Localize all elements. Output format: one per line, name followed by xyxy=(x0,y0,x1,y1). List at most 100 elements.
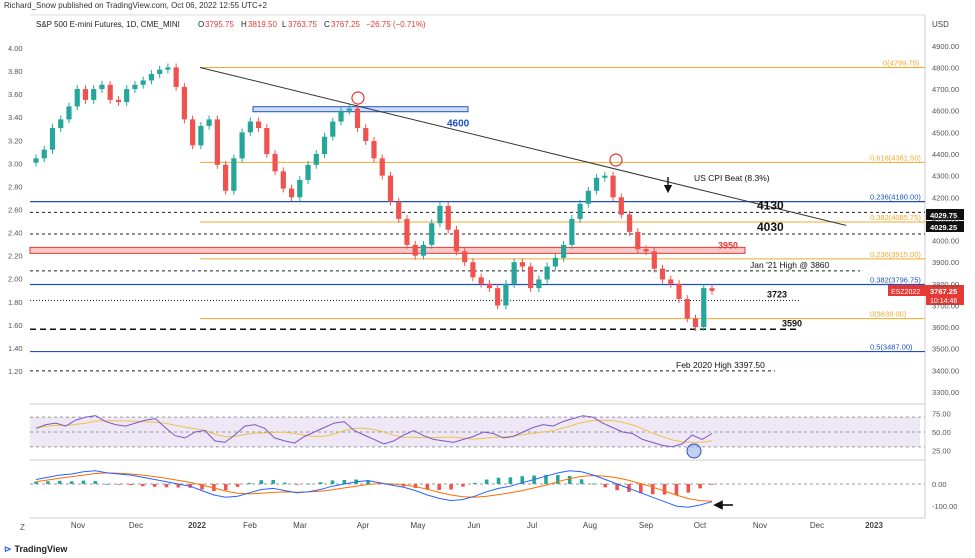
macd-histogram-bar xyxy=(567,475,572,484)
y-tick-label: 3900.00 xyxy=(932,258,959,267)
x-tick-label: Apr xyxy=(357,521,370,530)
macd-histogram-bar xyxy=(34,481,38,484)
candle-body xyxy=(561,244,567,258)
macd-histogram-bar xyxy=(223,483,228,491)
price-tag-label: 4029.25 xyxy=(930,223,957,232)
left-tick-label: 3.40 xyxy=(8,113,23,122)
candle-body xyxy=(239,132,245,159)
candles-group xyxy=(33,63,715,331)
level-label: 3950 xyxy=(718,240,738,250)
macd-tick: -100.00 xyxy=(932,502,957,511)
macd-histogram-bar xyxy=(615,483,619,491)
candle-body xyxy=(371,141,377,159)
macd-histogram-bar xyxy=(366,480,370,484)
macd-histogram-bar xyxy=(662,483,667,495)
candle-body xyxy=(585,190,591,204)
x-tick-label: Jul xyxy=(527,521,537,530)
candle-body xyxy=(206,119,212,126)
candle-body xyxy=(74,89,80,107)
candle-body xyxy=(511,262,517,284)
left-tick-label: 3.60 xyxy=(8,90,23,99)
candle-body xyxy=(124,89,130,103)
y-tick-label: 4000.00 xyxy=(932,237,959,246)
macd-group: 0.00 -100.00 xyxy=(30,470,957,511)
candle-body xyxy=(404,218,410,245)
left-tick-label: 3.80 xyxy=(8,67,23,76)
y-tick-label: 4700.00 xyxy=(932,85,959,94)
macd-histogram-bar xyxy=(674,483,679,496)
symbol-title: S&P 500 E-mini Futures, 1D, CME_MINI xyxy=(36,20,180,29)
candle-body xyxy=(519,262,525,267)
macd-histogram-bar xyxy=(152,483,157,487)
left-tick-label: 2.40 xyxy=(8,229,23,238)
candle-body xyxy=(107,84,113,100)
candle-body xyxy=(453,229,460,252)
ohlc-close-label: C xyxy=(324,20,330,29)
currency-label: USD xyxy=(932,20,949,29)
candle-body xyxy=(82,89,89,100)
apr-high-circle xyxy=(351,91,365,105)
macd-tick: 0.00 xyxy=(932,480,947,489)
level-label: 4030 xyxy=(757,220,784,234)
macd-histogram-bar xyxy=(140,483,145,487)
candle-body xyxy=(190,119,196,146)
candle-body xyxy=(602,175,608,178)
x-tick-label: Aug xyxy=(583,521,597,530)
left-tick-label: 3.20 xyxy=(8,136,23,145)
candle-body xyxy=(321,136,328,154)
published-byline: Richard_Snow published on TradingView.co… xyxy=(4,1,267,10)
macd-histogram-bar xyxy=(579,479,584,484)
macd-histogram-bar xyxy=(413,483,418,488)
y-tick-label: 3500.00 xyxy=(932,345,959,354)
macd-histogram-bar xyxy=(449,483,453,490)
macd-histogram-bar xyxy=(496,477,501,484)
macd-histogram-bar xyxy=(425,483,430,490)
candle-body xyxy=(437,205,443,224)
left-tick-label: 1.80 xyxy=(8,298,23,307)
candle-body xyxy=(41,149,47,159)
candle-body xyxy=(354,108,361,129)
macd-histogram-bar xyxy=(283,482,287,484)
z-button[interactable]: Z xyxy=(20,523,25,532)
candle-body xyxy=(214,119,220,165)
macd-histogram-bar xyxy=(473,482,477,484)
macd-histogram-bar xyxy=(93,481,98,484)
candle-body xyxy=(478,277,484,284)
x-tick-label: Oct xyxy=(694,521,707,530)
macd-histogram-bar xyxy=(389,483,394,486)
candle-body xyxy=(676,283,682,299)
rsi-low-circle xyxy=(686,443,702,459)
candle-body xyxy=(626,214,633,232)
tv-icon: ⊳ xyxy=(4,544,12,554)
candle-body xyxy=(346,108,352,111)
candle-body xyxy=(668,279,674,284)
candle-body xyxy=(280,171,286,189)
candle-body xyxy=(387,175,394,202)
level-label: 4130 xyxy=(757,198,784,212)
y-tick-label: 4500.00 xyxy=(932,128,959,137)
x-tick-label: Feb xyxy=(243,521,257,530)
level-label: 3590 xyxy=(782,318,802,328)
level-label: 0.382(3796.75) xyxy=(870,276,921,285)
x-tick-label: 2022 xyxy=(188,521,206,530)
macd-histogram-bar xyxy=(603,483,608,488)
y-tick-label: 4200.00 xyxy=(932,193,959,202)
resistance-zone-4600 xyxy=(252,106,469,113)
cpi-annotation: US CPI Beat (8.3%) xyxy=(694,173,770,183)
candle-body xyxy=(165,67,171,70)
macd-histogram-bar xyxy=(710,483,714,485)
macd-histogram-bar xyxy=(437,483,442,490)
macd-histogram-bar xyxy=(520,476,525,484)
y-tick-label: 4400.00 xyxy=(932,150,959,159)
price-tag-label: 4029.75 xyxy=(930,211,957,220)
y-tick-label: 4100.00 xyxy=(932,215,959,224)
x-tick-label: Nov xyxy=(753,521,767,530)
candle-body xyxy=(412,244,418,256)
macd-histogram-bar xyxy=(235,483,240,487)
macd-histogram-bar xyxy=(200,483,204,490)
ohlc-low-label: L xyxy=(282,20,287,29)
y-tick-label: 3300.00 xyxy=(932,388,959,397)
candle-body xyxy=(618,197,624,215)
macd-histogram-bar xyxy=(639,483,643,494)
